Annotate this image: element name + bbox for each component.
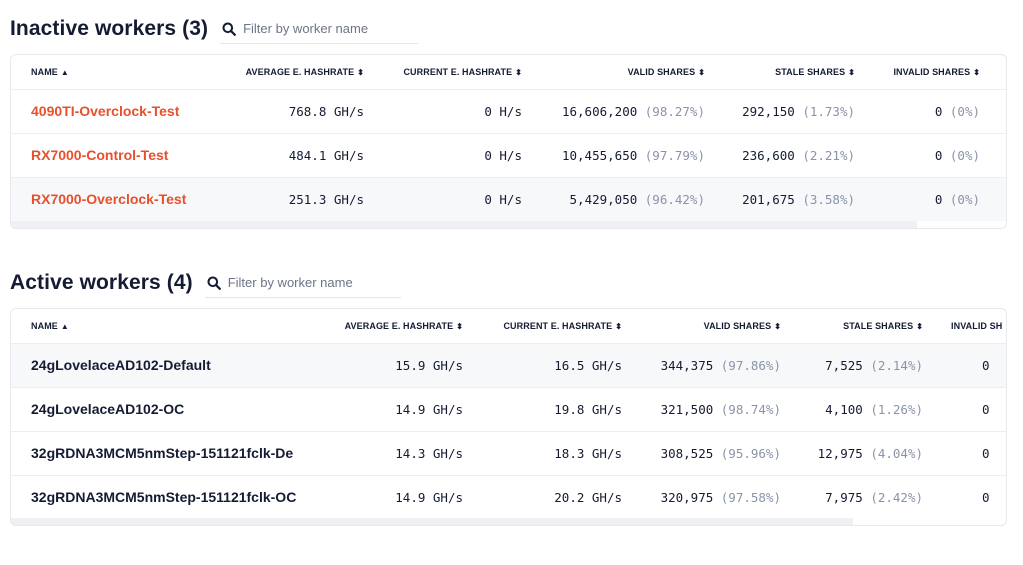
- valid-shares: 16,606,200 (98.27%): [522, 88, 705, 133]
- average-hashrate: 484.1 GH/s: [211, 132, 364, 177]
- valid-shares: 320,975 (97.58%): [622, 474, 781, 519]
- active-workers-table: NAME ▲ AVERAGE E. HASHRATE ⬍ CURRENT E. HA…: [10, 308, 1007, 526]
- inactive-workers-header: Inactive workers (3): [10, 14, 1013, 44]
- worker-name-link[interactable]: RX7000-Overclock-Test: [11, 176, 211, 221]
- table-row[interactable]: 32gRDNA3MCM5nmStep-151121fclk-De 14.3 GH…: [11, 430, 1006, 475]
- inactive-workers-title: Inactive workers (3): [10, 17, 209, 40]
- last-share: 1: [980, 176, 1006, 221]
- worker-name-link[interactable]: 24gLovelaceAD102-OC: [11, 386, 311, 431]
- invalid-shares: 0: [923, 474, 1006, 519]
- table-header-row: NAME ▲ AVERAGE E. HASHRATE ⬍ CURRENT E. HA…: [11, 309, 1006, 343]
- current-hashrate: 20.2 GH/s: [463, 474, 622, 519]
- column-header-current-hashrate[interactable]: CURRENT E. HASHRATE ⬍: [503, 320, 622, 331]
- active-workers-title: Active workers (4): [10, 271, 193, 294]
- inactive-filter[interactable]: [220, 14, 419, 44]
- valid-shares: 344,375 (97.86%): [622, 342, 781, 387]
- sort-both-icon: ⬍: [615, 321, 622, 331]
- sort-both-icon: ⬍: [456, 321, 463, 331]
- invalid-shares: 0 (0%): [855, 132, 980, 177]
- current-hashrate: 16.5 GH/s: [463, 342, 622, 387]
- stale-shares: 4,100 (1.26%): [781, 386, 923, 431]
- valid-shares: 5,429,050 (96.42%): [522, 176, 705, 221]
- valid-shares: 308,525 (95.96%): [622, 430, 781, 475]
- current-hashrate: 19.8 GH/s: [463, 386, 622, 431]
- sort-both-icon: ⬍: [515, 67, 522, 77]
- table-row[interactable]: 24gLovelaceAD102-Default 15.9 GH/s 16.5 …: [11, 342, 1006, 387]
- column-header-average-hashrate[interactable]: AVERAGE E. HASHRATE ⬍: [344, 320, 463, 331]
- column-header-valid-shares[interactable]: VALID SHARES ⬍: [703, 320, 781, 331]
- active-workers-header: Active workers (4): [10, 268, 1013, 298]
- last-share: 7: [980, 88, 1006, 133]
- sort-both-icon: ⬍: [916, 321, 923, 331]
- horizontal-scrollbar[interactable]: [11, 518, 853, 525]
- stale-shares: 201,675 (3.58%): [705, 176, 855, 221]
- stale-shares: 292,150 (1.73%): [705, 88, 855, 133]
- table-row[interactable]: 32gRDNA3MCM5nmStep-151121fclk-OC 14.9 GH…: [11, 474, 1006, 519]
- stale-shares: 7,975 (2.42%): [781, 474, 923, 519]
- inactive-workers-table: NAME ▲ AVERAGE E. HASHRATE ⬍ CURRENT E. HA…: [10, 54, 1007, 229]
- worker-name-link[interactable]: RX7000-Control-Test: [11, 132, 211, 177]
- worker-name-link[interactable]: 4090TI-Overclock-Test: [11, 88, 211, 133]
- stale-shares: 7,525 (2.14%): [781, 342, 923, 387]
- column-header-stale-shares[interactable]: STALE SHARES ⬍: [843, 320, 923, 331]
- worker-name-link[interactable]: 32gRDNA3MCM5nmStep-151121fclk-OC: [11, 474, 311, 519]
- sort-both-icon: ⬍: [774, 321, 781, 331]
- column-header-invalid-shares[interactable]: INVALID SHARES ⬍: [893, 66, 980, 77]
- sort-both-icon: ⬍: [973, 67, 980, 77]
- column-header-last[interactable]: L/: [980, 55, 1006, 89]
- column-header-name[interactable]: NAME ▲: [31, 66, 69, 77]
- inactive-workers-section: Inactive workers (3) NAME▲ AVERAGE E. HA…: [10, 14, 1013, 229]
- current-hashrate: 0 H/s: [364, 176, 522, 221]
- sort-asc-icon: ▲: [60, 321, 69, 331]
- invalid-shares: 0: [923, 430, 1006, 475]
- active-workers-section: Active workers (4) NAME▲ AVERAGE E. HASH…: [10, 268, 1013, 526]
- invalid-shares: 0 (0%): [855, 176, 980, 221]
- sort-both-icon: ⬍: [848, 67, 855, 77]
- horizontal-scrollbar[interactable]: [11, 221, 917, 228]
- search-icon: [222, 22, 236, 36]
- column-header-stale-shares[interactable]: STALE SHARES ⬍: [775, 66, 855, 77]
- column-header-average-hashrate[interactable]: AVERAGE E. HASHRATE ⬍: [245, 66, 364, 77]
- invalid-shares: 0 (0%): [855, 88, 980, 133]
- sort-both-icon: ⬍: [698, 67, 705, 77]
- table-row[interactable]: RX7000-Control-Test 484.1 GH/s 0 H/s 10,…: [11, 132, 1006, 177]
- table-header-row: NAME ▲ AVERAGE E. HASHRATE ⬍ CURRENT E. HA…: [11, 55, 1006, 89]
- average-hashrate: 15.9 GH/s: [311, 342, 463, 387]
- column-header-invalid-shares[interactable]: INVALID SH: [951, 320, 1003, 331]
- sort-both-icon: ⬍: [357, 67, 364, 77]
- table-row[interactable]: RX7000-Overclock-Test 251.3 GH/s 0 H/s 5…: [11, 176, 1006, 221]
- current-hashrate: 0 H/s: [364, 88, 522, 133]
- stale-shares: 12,975 (4.04%): [781, 430, 923, 475]
- current-hashrate: 0 H/s: [364, 132, 522, 177]
- worker-name-link[interactable]: 24gLovelaceAD102-Default: [11, 342, 311, 387]
- average-hashrate: 768.8 GH/s: [211, 88, 364, 133]
- average-hashrate: 14.9 GH/s: [311, 474, 463, 519]
- invalid-shares: 0: [923, 342, 1006, 387]
- average-hashrate: 14.3 GH/s: [311, 430, 463, 475]
- column-header-valid-shares[interactable]: VALID SHARES ⬍: [627, 66, 705, 77]
- last-share: 7: [980, 132, 1006, 177]
- valid-shares: 321,500 (98.74%): [622, 386, 781, 431]
- active-search-input[interactable]: [227, 275, 398, 290]
- worker-name-link[interactable]: 32gRDNA3MCM5nmStep-151121fclk-De: [11, 430, 311, 475]
- invalid-shares: 0: [923, 386, 1006, 431]
- current-hashrate: 18.3 GH/s: [463, 430, 622, 475]
- average-hashrate: 14.9 GH/s: [311, 386, 463, 431]
- search-icon: [207, 276, 221, 290]
- inactive-search-input[interactable]: [243, 21, 414, 36]
- table-row[interactable]: 4090TI-Overclock-Test 768.8 GH/s 0 H/s 1…: [11, 88, 1006, 133]
- column-header-current-hashrate[interactable]: CURRENT E. HASHRATE ⬍: [403, 66, 522, 77]
- sort-asc-icon: ▲: [60, 67, 69, 77]
- table-row[interactable]: 24gLovelaceAD102-OC 14.9 GH/s 19.8 GH/s …: [11, 386, 1006, 431]
- valid-shares: 10,455,650 (97.79%): [522, 132, 705, 177]
- average-hashrate: 251.3 GH/s: [211, 176, 364, 221]
- active-filter[interactable]: [204, 268, 401, 298]
- stale-shares: 236,600 (2.21%): [705, 132, 855, 177]
- column-header-name[interactable]: NAME ▲: [31, 320, 69, 331]
